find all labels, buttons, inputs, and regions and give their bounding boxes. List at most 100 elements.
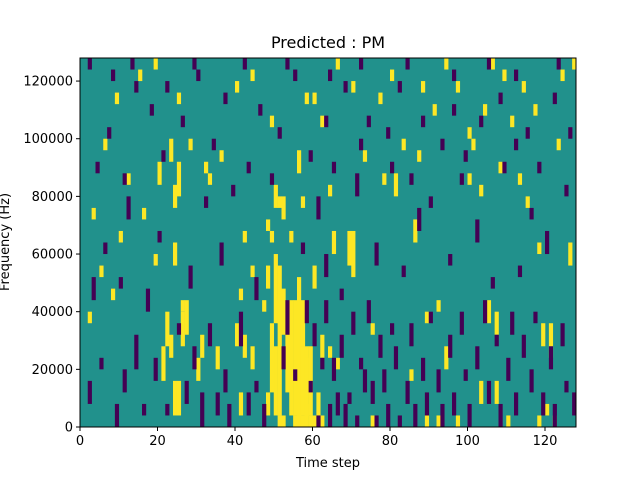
heatmap-cell-low <box>246 392 251 416</box>
heatmap-cell-high <box>328 184 333 197</box>
heatmap-cell-high <box>250 265 255 278</box>
heatmap-cell-low <box>374 242 379 266</box>
heatmap-cell-high <box>572 58 577 70</box>
heatmap-cell-low <box>126 196 131 220</box>
heatmap-cell-low <box>196 69 201 82</box>
heatmap-cell-low <box>153 357 158 381</box>
heatmap-cell-low <box>560 323 565 347</box>
heatmap-cell-low <box>397 415 402 427</box>
heatmap-cell-high <box>180 311 185 347</box>
heatmap-cell-high <box>235 323 240 347</box>
heatmap-cell-high <box>506 415 511 427</box>
heatmap-cell-high <box>545 403 550 416</box>
heatmap-cell-low <box>525 127 530 139</box>
heatmap-cell-low <box>498 403 503 427</box>
heatmap-cell-low <box>510 311 515 335</box>
heatmap-cell-high <box>320 334 325 358</box>
heatmap-cell-high <box>277 265 282 324</box>
heatmap-cell-high <box>207 173 213 185</box>
heatmap-cell-low <box>293 369 298 381</box>
heatmap-cell-high <box>153 254 158 266</box>
heatmap-cell-low <box>242 58 247 70</box>
heatmap-cell-low <box>436 369 441 393</box>
heatmap-cell-high <box>188 138 193 151</box>
heatmap-cell-low <box>219 242 224 266</box>
heatmap-cell-low <box>494 334 499 347</box>
heatmap-cell-high <box>548 323 554 347</box>
heatmap-cell-low <box>351 311 356 335</box>
heatmap-cell-low <box>165 403 170 416</box>
x-axis-label: Time step <box>295 456 360 471</box>
heatmap-cell-low <box>238 311 244 347</box>
heatmap-cell-low <box>370 380 375 404</box>
heatmap-cell-low <box>564 380 569 393</box>
heatmap-cell-low <box>118 277 123 289</box>
heatmap-cell-low <box>145 288 151 312</box>
heatmap-cell-low <box>91 277 96 301</box>
heatmap-cell-high <box>238 392 244 416</box>
heatmap-cell-low <box>440 138 445 151</box>
heatmap-cell-high <box>300 311 306 347</box>
heatmap-cell-low <box>440 403 445 427</box>
plot-area <box>80 58 577 427</box>
heatmap-cell-low <box>312 323 317 347</box>
heatmap-cell-high <box>560 69 565 82</box>
heatmap-cell-low <box>192 346 197 370</box>
heatmap-cell-high <box>277 300 282 416</box>
heatmap-cell-high <box>382 173 387 185</box>
heatmap-cell-low <box>386 127 391 139</box>
heatmap-cell-low <box>204 196 209 208</box>
heatmap-cell-low <box>134 334 139 370</box>
heatmap-cell-high <box>568 242 573 266</box>
heatmap-cell-high <box>320 415 325 427</box>
heatmap-cell-high <box>184 300 189 335</box>
heatmap-cell-high <box>300 300 306 416</box>
heatmap-cell-high <box>176 161 182 197</box>
heatmap-cell-low <box>362 369 368 393</box>
heatmap-cell-low <box>331 161 337 174</box>
heatmap-cell-low <box>211 138 216 151</box>
heatmap-cell-high <box>215 346 220 370</box>
heatmap-cell-low <box>486 58 492 70</box>
heatmap-cell-low <box>355 173 360 197</box>
heatmap-cell-low <box>95 161 100 174</box>
heatmap-cell-low <box>114 403 120 427</box>
heatmap-cell-high <box>525 196 530 208</box>
heatmap-cell-low <box>122 369 127 393</box>
heatmap-cell-low <box>390 161 395 174</box>
heatmap-cell-high <box>266 392 271 416</box>
y-tick-label: 80000 <box>32 190 73 205</box>
heatmap-cell-low <box>382 369 387 393</box>
heatmap-cell-low <box>506 357 511 381</box>
heatmap-cell-low <box>572 392 577 416</box>
heatmap-cell-high <box>347 230 352 266</box>
heatmap-cell-low <box>545 230 550 255</box>
heatmap-cell-low <box>413 403 418 427</box>
heatmap-cell-low <box>409 323 414 347</box>
heatmap-cell-low <box>300 242 306 255</box>
heatmap-cell-high <box>556 138 561 151</box>
heatmap-cell-low <box>111 69 116 82</box>
heatmap-cell-high <box>169 334 174 358</box>
heatmap-cell-low <box>421 357 426 381</box>
heatmap-cell-high <box>99 265 104 278</box>
heatmap-cell-low <box>180 115 185 128</box>
heatmap-cell-low <box>463 150 468 162</box>
heatmap-cell-high <box>176 380 182 416</box>
heatmap-cell-low <box>428 196 433 208</box>
heatmap-cell-low <box>200 392 205 427</box>
heatmap-cell-high <box>161 346 166 381</box>
heatmap-cell-high <box>273 346 278 416</box>
heatmap-cell-low <box>149 104 154 116</box>
heatmap-cell-high <box>269 115 275 128</box>
heatmap-cell-low <box>103 242 108 255</box>
heatmap-cell-low <box>421 115 426 128</box>
heatmap-cell-low <box>552 92 557 105</box>
heatmap-cell-high <box>196 357 201 381</box>
heatmap-cell-low <box>452 392 457 416</box>
heatmap-cell-high <box>262 300 267 312</box>
heatmap-cell-low <box>397 81 402 93</box>
heatmap-cell-high <box>378 92 383 105</box>
heatmap-cell-low <box>556 58 561 70</box>
heatmap-cell-high <box>421 81 426 93</box>
